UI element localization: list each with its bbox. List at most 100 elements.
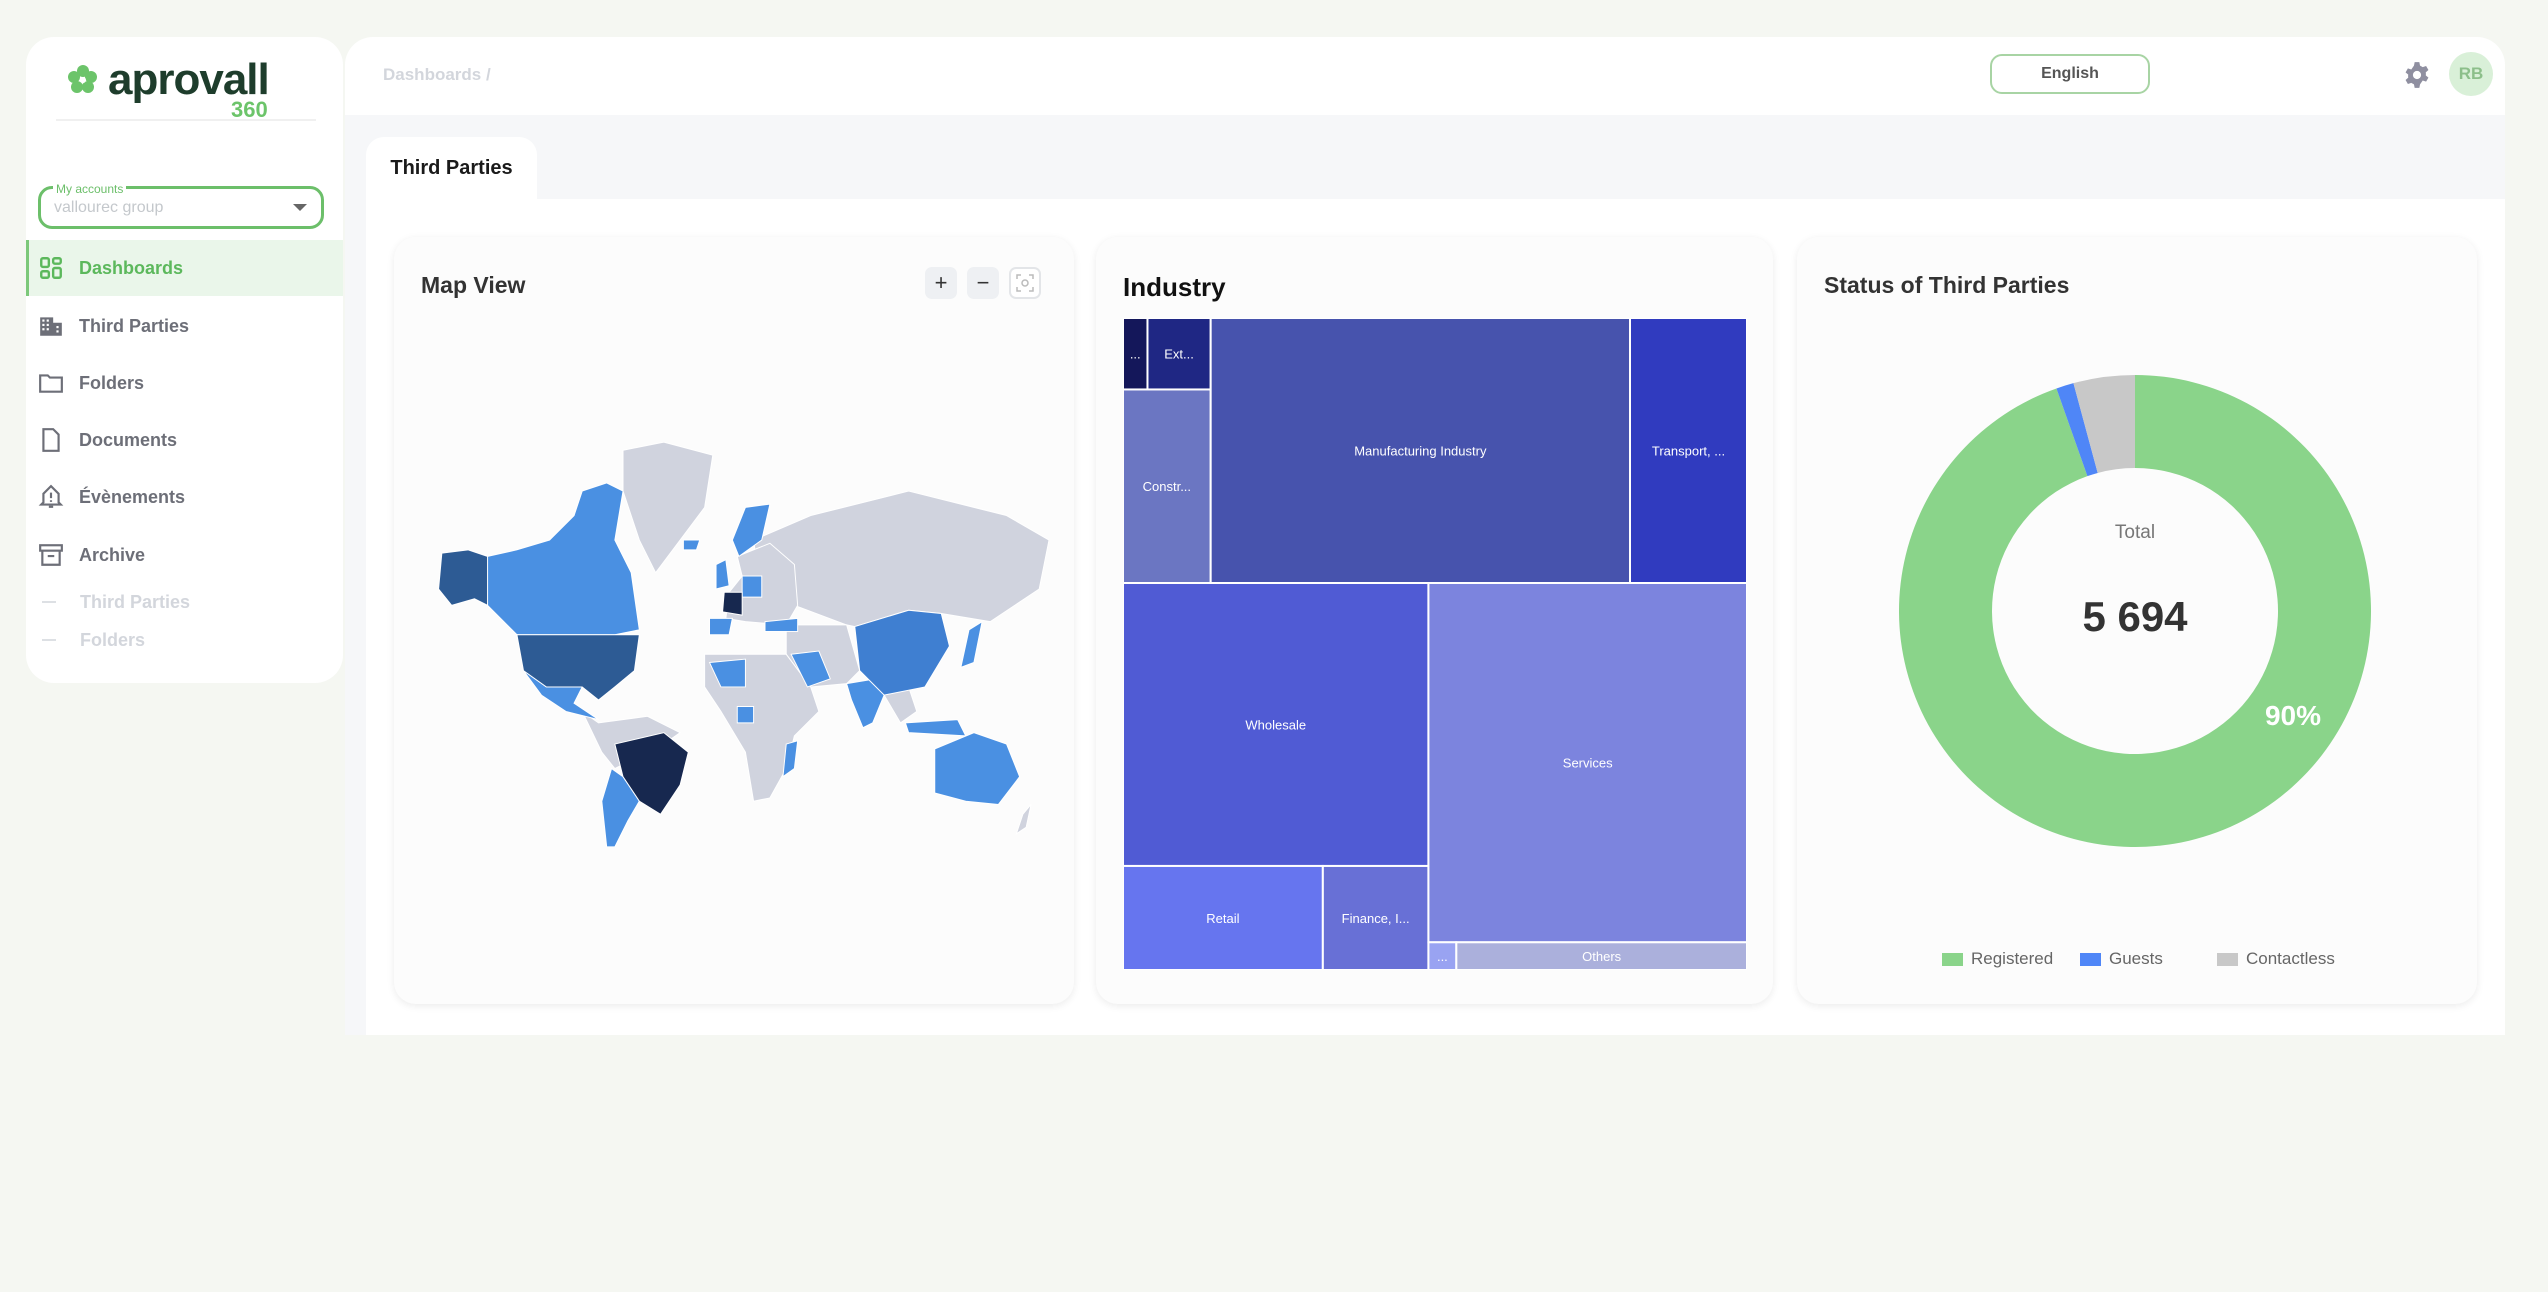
tab-third-parties[interactable]: Third Parties xyxy=(366,137,537,199)
top-bar: Dashboards / English RB xyxy=(345,37,2505,115)
map-region-brazil[interactable] xyxy=(614,732,689,815)
legend-registered[interactable]: Registered xyxy=(1942,949,2053,969)
treemap-cell[interactable]: Finance, I... xyxy=(1321,864,1430,970)
account-select-label: My accounts xyxy=(53,183,127,195)
industry-treemap: ... Ext... Constr... Manufacturing Industry… xyxy=(1123,318,1747,970)
chevron-down-icon xyxy=(293,204,307,211)
logo-flower-icon xyxy=(68,65,97,93)
language-button[interactable]: English xyxy=(1990,54,2150,94)
dash-icon xyxy=(42,601,56,603)
map-region-algeria[interactable] xyxy=(708,658,746,688)
dash-icon xyxy=(42,639,56,641)
map-region-turkey[interactable] xyxy=(764,617,799,632)
legend-contactless[interactable]: Contactless xyxy=(2217,949,2335,969)
treemap-cell[interactable]: Manufacturing Industry xyxy=(1209,318,1632,584)
building-icon xyxy=(40,317,62,336)
treemap-rect[interactable] xyxy=(1455,941,1747,970)
legend-guests[interactable]: Guests xyxy=(2080,949,2163,969)
map-region-iceland[interactable] xyxy=(682,539,701,551)
treemap-label: ... xyxy=(1437,949,1448,964)
treemap-cell[interactable]: Wholesale xyxy=(1123,581,1430,867)
sidebar-item-archive[interactable]: Archive xyxy=(26,527,343,583)
world-map[interactable] xyxy=(419,442,1049,847)
treemap-cell[interactable]: Retail xyxy=(1123,864,1324,970)
status-donut-chart: Total 5 694 90% xyxy=(1899,375,2371,847)
treemap-label: Retail xyxy=(1206,911,1239,926)
treemap-rect[interactable] xyxy=(1123,581,1430,867)
treemap-label: Services xyxy=(1563,756,1613,771)
sidebar-item-documents[interactable]: Documents xyxy=(26,412,343,468)
map-region-nz[interactable] xyxy=(1015,804,1032,836)
map-region-japan[interactable] xyxy=(960,620,983,669)
map-region-germany[interactable] xyxy=(741,575,763,598)
map-region-china[interactable] xyxy=(854,609,950,696)
legend-swatch xyxy=(2217,952,2238,966)
treemap-cell[interactable]: Constr... xyxy=(1123,388,1212,584)
treemap-cell[interactable]: Transport, ... xyxy=(1629,318,1747,584)
treemap-rect[interactable] xyxy=(1427,581,1747,944)
map-region-scandinavia[interactable] xyxy=(731,503,771,558)
map-region-mozambique[interactable] xyxy=(782,740,799,778)
sidebar-item-folders[interactable]: Folders xyxy=(26,355,343,411)
breadcrumb[interactable]: Dashboards / xyxy=(383,65,491,84)
map-region-saudi[interactable] xyxy=(790,650,831,688)
treemap-rect[interactable] xyxy=(1321,864,1430,970)
map-region-indonesia[interactable] xyxy=(904,719,967,737)
map-region-australia[interactable] xyxy=(934,732,1021,805)
dashboard-icon xyxy=(40,257,62,279)
sidebar-item-dashboards[interactable]: Dashboards xyxy=(26,240,343,296)
treemap-rect[interactable] xyxy=(1629,318,1747,584)
legend-swatch xyxy=(2080,952,2101,966)
alert-bell-icon xyxy=(38,484,64,508)
gear-icon[interactable] xyxy=(2403,61,2431,89)
zoom-out-button[interactable]: − xyxy=(967,267,999,299)
treemap-label: Others xyxy=(1582,949,1622,964)
sidebar-subitem-archive-third-parties[interactable]: Third Parties xyxy=(26,587,190,617)
focus-icon xyxy=(1016,274,1034,292)
industry-card: Industry ... Ext... Constr... Manufacturing… xyxy=(1096,237,1773,1004)
zoom-in-button[interactable]: + xyxy=(925,267,957,299)
sidebar-item-evenements[interactable]: Évènements xyxy=(26,469,343,525)
treemap-cell[interactable]: Ext... xyxy=(1146,318,1212,391)
logo[interactable]: aprovall 360 xyxy=(66,55,306,125)
map-region-uk[interactable] xyxy=(715,558,730,590)
treemap-label: Ext... xyxy=(1164,347,1194,362)
archive-icon xyxy=(39,544,63,566)
map-region-canada[interactable] xyxy=(487,482,640,636)
map-region-russia-asia[interactable] xyxy=(753,490,1049,628)
treemap-label: Transport, ... xyxy=(1652,443,1725,458)
avatar[interactable]: RB xyxy=(2449,52,2493,96)
treemap-cell[interactable]: ... xyxy=(1427,941,1458,970)
treemap-label: Manufacturing Industry xyxy=(1354,443,1487,458)
document-icon xyxy=(42,428,60,452)
sidebar: aprovall 360 My accounts vallourec group… xyxy=(26,37,343,683)
map-title: Map View xyxy=(421,272,526,298)
sidebar-item-third-parties[interactable]: Third Parties xyxy=(26,298,343,354)
account-select-value: vallourec group xyxy=(54,199,164,216)
treemap-cell[interactable]: ... xyxy=(1123,318,1149,391)
map-region-france[interactable] xyxy=(722,591,743,616)
treemap-rect[interactable] xyxy=(1123,388,1212,584)
legend-swatch xyxy=(1942,952,1963,966)
map-region-usa[interactable] xyxy=(516,634,640,701)
donut-slice-registered[interactable] xyxy=(1899,375,2371,847)
reset-view-button[interactable] xyxy=(1009,267,1041,299)
account-select[interactable]: My accounts vallourec group xyxy=(38,183,324,229)
industry-title: Industry xyxy=(1123,272,1226,302)
treemap-label: ... xyxy=(1130,347,1141,362)
donut-slice-contactless[interactable] xyxy=(2073,375,2135,473)
divider xyxy=(56,119,316,121)
treemap-cell[interactable]: Services xyxy=(1427,581,1747,944)
treemap-rect[interactable] xyxy=(1209,318,1632,584)
map-region-alaska[interactable] xyxy=(438,549,489,607)
map-region-greenland[interactable] xyxy=(622,442,714,574)
donut-slice-guests[interactable] xyxy=(2056,383,2098,477)
map-region-spain[interactable] xyxy=(709,617,733,636)
donut-slice-label: 90% xyxy=(2265,700,2321,731)
status-title: Status of Third Parties xyxy=(1824,272,2070,298)
map-region-nigeria[interactable] xyxy=(736,706,755,724)
treemap-rect[interactable] xyxy=(1123,864,1324,970)
map-card: Map View + − xyxy=(394,237,1074,1004)
sidebar-subitem-archive-folders[interactable]: Folders xyxy=(26,625,145,655)
treemap-cell[interactable]: Others xyxy=(1455,941,1747,970)
